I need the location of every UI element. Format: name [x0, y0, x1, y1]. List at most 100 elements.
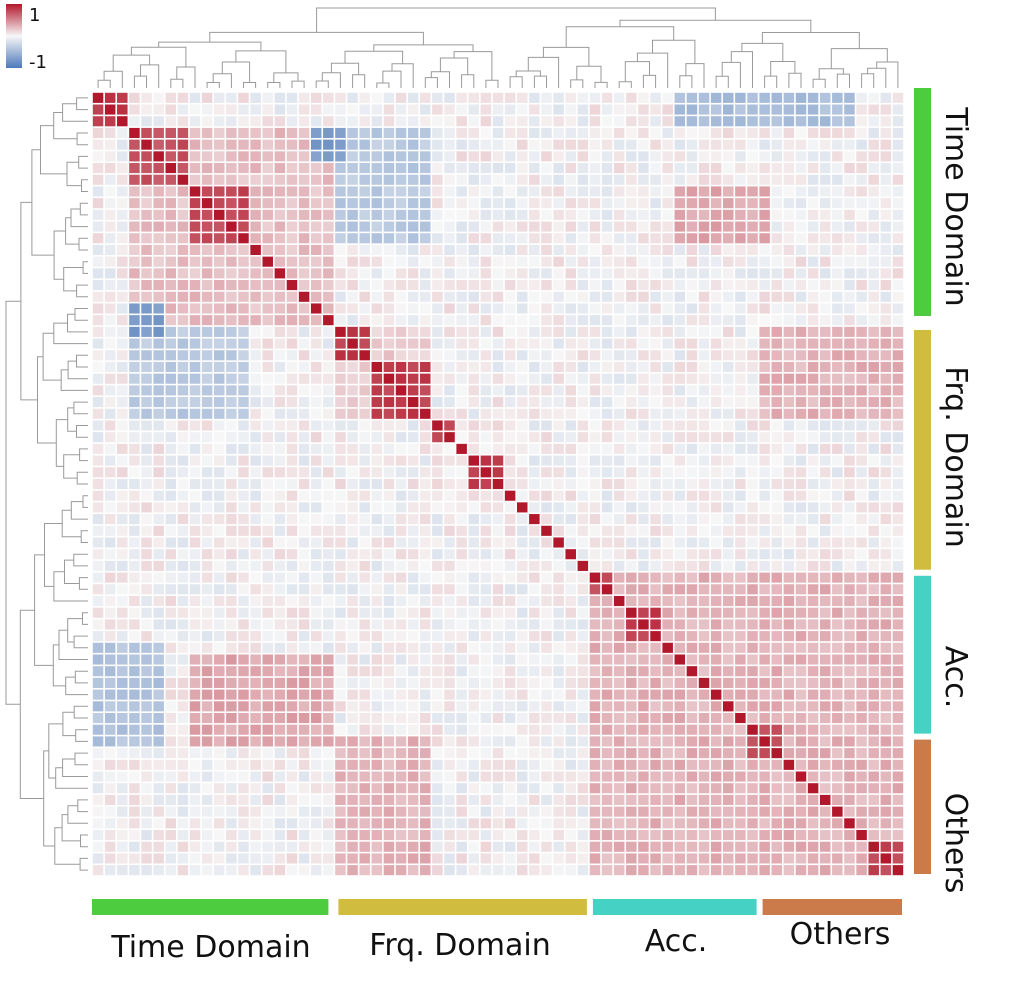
heatmap-cell [141, 385, 152, 396]
heatmap-cell [480, 794, 492, 805]
heatmap-cell [335, 619, 346, 630]
heatmap-cell [201, 338, 213, 349]
heatmap-cell [710, 549, 722, 560]
heatmap-cell [480, 385, 492, 396]
heatmap-cell [165, 291, 177, 302]
heatmap-cell [880, 525, 892, 536]
heatmap-cell [529, 514, 540, 525]
heatmap-cell [274, 163, 286, 174]
heatmap-cell [710, 163, 722, 174]
heatmap-cell [504, 829, 516, 841]
heatmap-cell [601, 607, 613, 618]
heatmap-cell [892, 478, 904, 490]
heatmap-cell [177, 315, 189, 326]
heatmap-cell [117, 572, 128, 583]
heatmap-cell [856, 478, 867, 490]
heatmap-cell [420, 642, 431, 653]
heatmap-cell [686, 736, 698, 747]
heatmap-cell [432, 818, 443, 829]
heatmap-cell [880, 233, 892, 244]
heatmap-cell [468, 549, 480, 560]
heatmap-cell [286, 478, 298, 490]
dendrogram-link [212, 73, 232, 88]
heatmap-cell [444, 455, 455, 466]
heatmap-cell [165, 654, 177, 665]
heatmap-cell [420, 677, 431, 688]
heatmap-cell [480, 783, 492, 794]
heatmap-cell [832, 642, 843, 653]
heatmap-cell [383, 818, 395, 829]
heatmap-cell [383, 829, 395, 841]
right-group-bar-frq-domain [914, 330, 931, 570]
heatmap-cell [613, 759, 625, 770]
heatmap-cell [807, 829, 819, 841]
heatmap-cell [250, 736, 261, 747]
heatmap-cell [129, 280, 140, 291]
heatmap-cell [238, 607, 249, 618]
heatmap-cell [589, 631, 601, 642]
heatmap-cell [153, 163, 164, 174]
heatmap-cell [674, 432, 686, 443]
heatmap-cell [529, 350, 540, 361]
heatmap-cell [613, 724, 625, 735]
heatmap-cell [383, 748, 395, 759]
heatmap-cell [323, 490, 334, 501]
heatmap-cell [892, 853, 904, 864]
heatmap-cell [844, 502, 855, 513]
heatmap-cell [516, 549, 528, 560]
heatmap-cell [771, 619, 783, 630]
heatmap-cell [480, 759, 492, 770]
heatmap-cell [565, 771, 576, 782]
heatmap-cell [516, 244, 528, 256]
heatmap-cell [735, 221, 746, 232]
heatmap-cell [153, 291, 164, 302]
heatmap-cell [795, 408, 807, 419]
heatmap-cell [177, 174, 189, 185]
heatmap-cell [686, 619, 698, 630]
heatmap-cell [626, 116, 637, 127]
dendrogram-link [352, 74, 366, 88]
heatmap-cell [844, 385, 855, 396]
heatmap-cell [880, 163, 892, 174]
heatmap-cell [347, 689, 358, 700]
heatmap-cell [444, 502, 455, 513]
heatmap-cell [832, 338, 843, 349]
heatmap-cell [613, 654, 625, 665]
heatmap-cell [880, 385, 892, 396]
heatmap-cell [323, 350, 334, 361]
heatmap-cell [141, 315, 152, 326]
heatmap-cell [335, 525, 346, 536]
heatmap-cell [250, 572, 261, 583]
heatmap-cell [153, 584, 164, 595]
heatmap-cell [553, 221, 564, 232]
heatmap-cell [626, 829, 637, 841]
heatmap-cell [359, 701, 370, 712]
heatmap-cell [710, 654, 722, 665]
heatmap-cell [710, 92, 722, 103]
heatmap-cell [310, 256, 322, 267]
heatmap-cell [286, 783, 298, 794]
heatmap-cell [104, 92, 116, 103]
heatmap-cell [335, 595, 346, 607]
heatmap-cell [553, 385, 564, 396]
heatmap-cell [262, 853, 273, 864]
heatmap-cell [783, 326, 795, 337]
heatmap-cell [310, 736, 322, 747]
heatmap-cell [129, 677, 140, 688]
heatmap-cell [771, 443, 783, 454]
heatmap-cell [310, 853, 322, 864]
heatmap-cell [310, 467, 322, 478]
heatmap-cell [650, 631, 661, 642]
heatmap-cell [795, 736, 807, 747]
heatmap-cell [323, 748, 334, 759]
heatmap-cell [601, 759, 613, 770]
heatmap-cell [444, 549, 455, 560]
heatmap-cell [189, 607, 201, 618]
heatmap-cell [589, 221, 601, 232]
heatmap-cell [420, 701, 431, 712]
heatmap-cell [213, 198, 225, 209]
heatmap-cell [686, 502, 698, 513]
heatmap-cell [165, 631, 177, 642]
heatmap-cell [674, 139, 686, 150]
heatmap-cell [371, 818, 383, 829]
